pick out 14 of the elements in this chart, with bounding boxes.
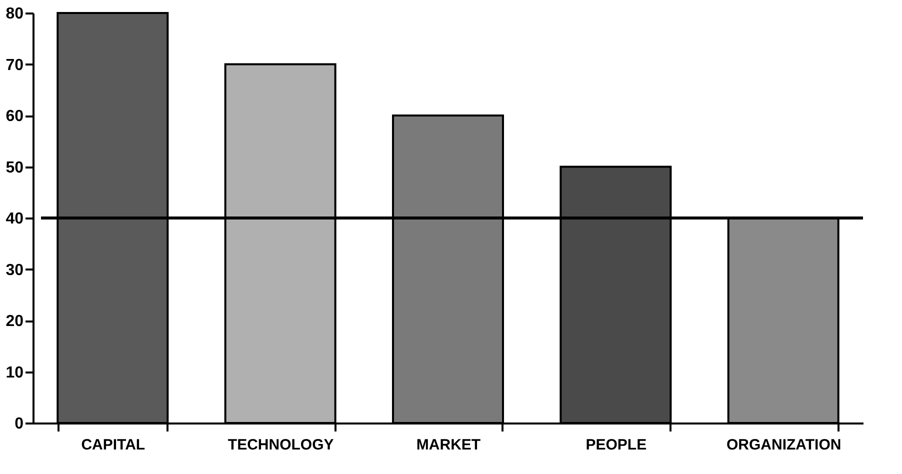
y-tick-label: 30 xyxy=(6,262,24,279)
y-tick-label: 10 xyxy=(6,364,24,382)
y-tick-label: 60 xyxy=(6,108,24,125)
y-tick-label: 50 xyxy=(6,159,24,176)
x-tick-label: MARKET xyxy=(416,436,481,454)
y-tick-label: 0 xyxy=(14,416,24,432)
x-tick-label: TECHNOLOGY xyxy=(228,436,334,454)
x-tick-label: CAPITAL xyxy=(81,436,146,454)
y-tick-label: 80 xyxy=(6,6,24,22)
y-tick-label: 40 xyxy=(6,210,24,228)
y-tick-label: 70 xyxy=(6,56,24,74)
x-tick-label: PEOPLE xyxy=(586,436,647,454)
y-tick-label: 20 xyxy=(6,313,24,330)
x-tick-label: ORGANIZATION xyxy=(726,436,842,454)
